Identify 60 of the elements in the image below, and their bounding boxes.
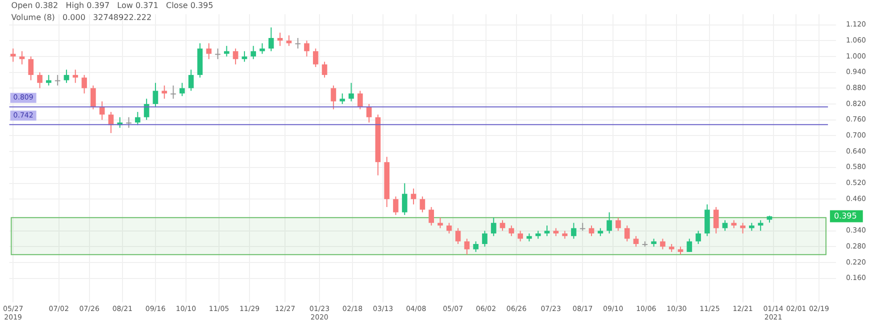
candlestick bbox=[482, 230, 488, 248]
candlestick bbox=[616, 217, 621, 232]
candlestick bbox=[224, 45, 230, 57]
candlestick bbox=[758, 220, 764, 232]
candlestick bbox=[438, 217, 443, 229]
candlestick bbox=[250, 45, 256, 60]
candlestick bbox=[633, 236, 639, 248]
candlestick bbox=[571, 222, 576, 240]
candlestick bbox=[473, 240, 478, 252]
candlestick bbox=[28, 56, 34, 81]
candlestick bbox=[179, 82, 185, 97]
candlestick bbox=[312, 48, 318, 68]
candlestick bbox=[428, 206, 434, 226]
candlestick bbox=[268, 26, 274, 52]
candlestick bbox=[82, 74, 87, 94]
candlestick bbox=[704, 204, 710, 237]
candlestick bbox=[464, 238, 470, 256]
candlestick bbox=[37, 72, 42, 89]
candlestick bbox=[54, 74, 60, 86]
candlestick bbox=[304, 40, 310, 57]
candlestick bbox=[46, 74, 52, 86]
text: Open 0.382 High 0.397 Low 0.371 Close 0.395 bbox=[11, 1, 214, 10]
candlestick bbox=[72, 69, 78, 84]
candlestick bbox=[606, 212, 612, 234]
candlestick bbox=[446, 222, 452, 234]
candlestick bbox=[740, 222, 746, 234]
candlestick bbox=[232, 48, 238, 65]
candlestick bbox=[286, 34, 292, 46]
candlestick bbox=[455, 228, 461, 245]
candlestick bbox=[624, 225, 630, 242]
candlestick bbox=[170, 85, 176, 100]
candlestick bbox=[126, 116, 132, 128]
candlestick bbox=[696, 230, 701, 245]
candlestick bbox=[508, 225, 514, 237]
candlestick bbox=[660, 238, 666, 250]
candlestick bbox=[330, 85, 336, 110]
candlestick bbox=[152, 82, 158, 108]
annotation: Volume (8) 0.000 32748922.222 bbox=[11, 13, 152, 22]
candlestick bbox=[188, 69, 194, 92]
candlestick bbox=[215, 48, 220, 60]
candlestick bbox=[340, 92, 346, 105]
candlestick bbox=[357, 90, 363, 110]
candlestick bbox=[348, 82, 354, 102]
candlestick bbox=[686, 238, 692, 252]
candlestick bbox=[518, 230, 523, 242]
candlestick bbox=[420, 196, 426, 213]
candlestick bbox=[90, 85, 96, 110]
candlestick bbox=[588, 225, 594, 237]
candlestick bbox=[295, 37, 301, 50]
candlestick bbox=[206, 42, 212, 60]
candlestick bbox=[135, 111, 140, 126]
candlestick bbox=[162, 85, 168, 100]
candlestick bbox=[393, 196, 398, 216]
candlestick bbox=[402, 182, 408, 216]
candlestick bbox=[490, 217, 496, 237]
candlestick bbox=[713, 206, 719, 234]
candlestick bbox=[10, 48, 16, 62]
annotation: 0.395 bbox=[834, 211, 857, 220]
candlestick bbox=[322, 61, 328, 78]
candlestick bbox=[260, 42, 265, 54]
